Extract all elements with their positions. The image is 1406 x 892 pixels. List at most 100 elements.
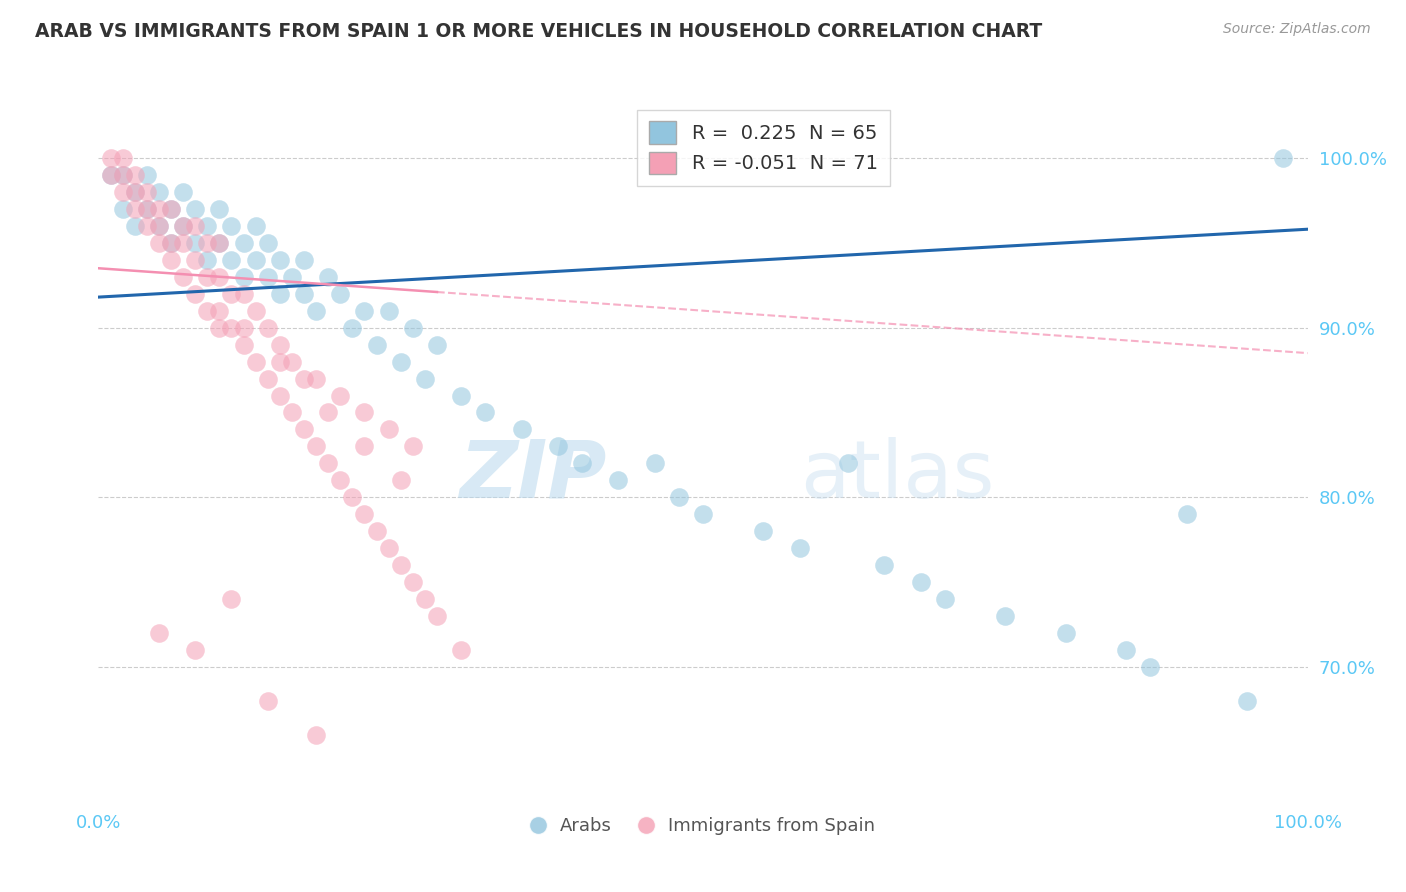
Point [426,609,449,624]
Point [377,303,399,318]
Point [1272,151,1295,165]
Point [389,558,412,573]
Point [269,286,291,301]
Point [377,541,399,556]
Point [607,474,630,488]
Point [245,354,267,368]
Point [256,694,278,708]
Point [135,202,157,216]
Point [329,474,352,488]
Point [208,235,231,250]
Point [135,168,157,182]
Legend: Arabs, Immigrants from Spain: Arabs, Immigrants from Spain [524,810,882,842]
Point [232,269,254,284]
Point [245,303,267,318]
Point [342,491,364,505]
Point [172,219,194,233]
Point [281,405,304,419]
Text: ARAB VS IMMIGRANTS FROM SPAIN 1 OR MORE VEHICLES IN HOUSEHOLD CORRELATION CHART: ARAB VS IMMIGRANTS FROM SPAIN 1 OR MORE … [35,22,1042,41]
Point [111,185,134,199]
Point [450,388,472,402]
Point [256,269,278,284]
Point [232,235,254,250]
Point [160,235,183,250]
Point [195,252,218,267]
Point [221,286,243,301]
Point [353,405,375,419]
Point [547,439,569,453]
Point [172,235,194,250]
Point [366,524,388,539]
Point [232,286,254,301]
Point [195,219,218,233]
Point [934,592,956,607]
Point [474,405,496,419]
Point [450,643,472,657]
Point [221,252,243,267]
Point [269,354,291,368]
Point [195,269,218,284]
Point [148,185,170,199]
Point [353,303,375,318]
Point [135,219,157,233]
Point [135,202,157,216]
Point [100,151,122,165]
Point [221,219,243,233]
Point [172,219,194,233]
Point [377,422,399,436]
Point [148,202,170,216]
Point [837,457,859,471]
Point [184,643,207,657]
Point [100,168,122,182]
Point [195,303,218,318]
Point [245,252,267,267]
Point [305,439,328,453]
Point [160,252,183,267]
Point [342,320,364,334]
Point [160,202,183,216]
Point [111,202,134,216]
Point [389,354,412,368]
Text: Source: ZipAtlas.com: Source: ZipAtlas.com [1223,22,1371,37]
Point [329,388,352,402]
Point [148,235,170,250]
Point [426,337,449,351]
Point [292,371,315,385]
Point [160,202,183,216]
Point [316,269,339,284]
Point [789,541,811,556]
Point [256,371,278,385]
Point [100,168,122,182]
Point [402,439,425,453]
Point [208,235,231,250]
Point [184,202,207,216]
Point [148,219,170,233]
Point [184,252,207,267]
Point [232,337,254,351]
Point [124,202,146,216]
Point [208,202,231,216]
Point [269,252,291,267]
Point [269,388,291,402]
Point [413,592,436,607]
Point [124,168,146,182]
Point [1139,660,1161,674]
Point [692,508,714,522]
Point [281,354,304,368]
Point [873,558,896,573]
Point [135,185,157,199]
Text: atlas: atlas [800,437,994,515]
Point [208,303,231,318]
Point [245,219,267,233]
Point [389,474,412,488]
Point [910,575,932,590]
Point [172,269,194,284]
Point [269,337,291,351]
Point [111,168,134,182]
Point [281,269,304,284]
Point [668,491,690,505]
Point [292,252,315,267]
Point [316,457,339,471]
Point [172,185,194,199]
Point [184,286,207,301]
